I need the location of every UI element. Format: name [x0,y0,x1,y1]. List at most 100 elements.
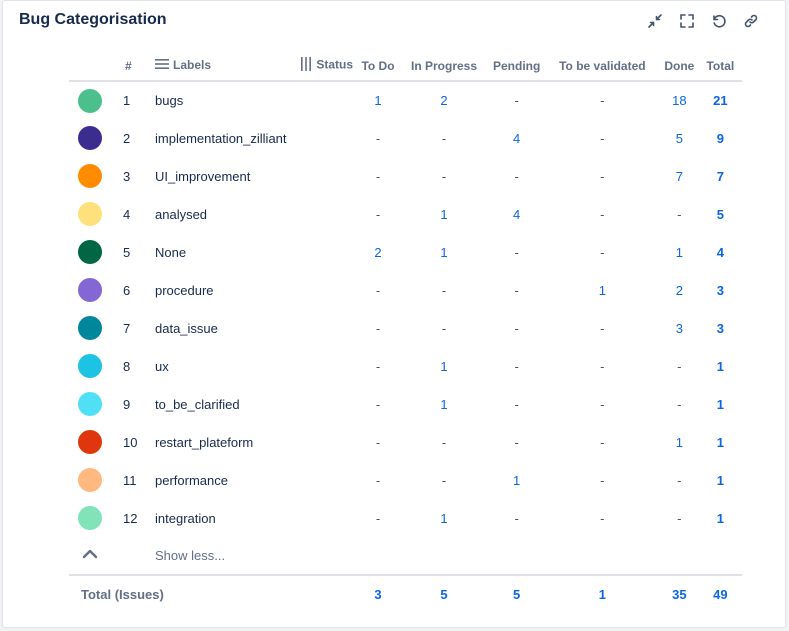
cell-done: - [677,206,682,222]
row-total[interactable]: 1 [716,472,724,488]
row-total[interactable]: 1 [716,434,724,450]
color-dot [78,316,102,340]
cell-todo: - [375,320,381,336]
cell-todo: - [375,206,381,222]
row-label: implementation_zilliant [155,130,287,146]
cell-done: - [677,510,682,526]
row-total[interactable]: 1 [716,396,724,412]
table-row: 8 ux - 1 - - - 1 [69,347,742,385]
cell-done[interactable]: 5 [675,130,683,146]
cell-done: - [677,396,682,412]
table-header-row: # Labels Status To Do In Progress Pendin… [69,51,743,82]
cell-in-progress: - [441,130,447,146]
cell-pending: - [514,282,519,298]
color-dot [78,354,102,378]
cell-to-be-validated: - [600,510,605,526]
row-total[interactable]: 21 [713,93,728,108]
cell-done[interactable]: 2 [675,282,683,298]
row-label: integration [155,510,216,526]
cell-in-progress: - [441,168,447,184]
row-total[interactable]: 3 [716,320,724,336]
color-dot [78,430,102,454]
cell-in-progress[interactable]: 1 [440,244,448,260]
row-label: to_be_clarified [155,396,240,412]
row-total[interactable]: 3 [716,282,724,298]
cell-to-be-validated: - [600,434,605,450]
row-label: None [155,244,187,260]
chevron-up-icon [82,548,98,563]
cell-pending[interactable]: 4 [513,206,521,222]
cell-todo[interactable]: 1 [374,93,382,108]
cell-done: - [677,358,682,374]
show-less-link[interactable]: Show less... [155,548,226,563]
cell-in-progress[interactable]: 1 [440,510,448,526]
cell-done[interactable]: 1 [675,244,683,260]
color-dot [78,240,102,264]
total-pending[interactable]: 5 [513,587,521,602]
cell-pending: - [514,320,519,336]
row-total[interactable]: 1 [716,510,724,526]
gadget-toolbar [641,9,765,33]
row-label: performance [155,472,228,488]
table-row: 9 to_be_clarified - 1 - - - 1 [69,385,742,423]
grand-total[interactable]: 49 [713,587,728,602]
row-total[interactable]: 1 [716,358,724,374]
cell-todo: - [375,130,381,146]
table-row: 5 None 2 1 - - 1 4 [69,233,742,271]
row-label: data_issue [155,320,218,336]
header-todo: To Do [357,51,399,82]
cell-to-be-validated[interactable]: 1 [598,282,606,298]
cell-in-progress: - [441,434,447,450]
cell-in-progress[interactable]: 1 [440,358,448,374]
header-status[interactable]: Status [259,51,357,82]
cell-done: - [677,472,682,488]
row-number: 4 [123,206,131,222]
cell-done[interactable]: 7 [675,168,683,184]
cell-to-be-validated: - [600,396,605,412]
link-button[interactable] [737,9,765,33]
cell-in-progress[interactable]: 1 [440,206,448,222]
total-done[interactable]: 35 [672,587,687,602]
minimize-button[interactable] [641,9,669,33]
cell-to-be-validated: - [600,358,605,374]
cell-to-be-validated: - [600,130,605,146]
cell-in-progress[interactable]: 2 [440,93,448,108]
cell-to-be-validated: - [600,93,605,108]
refresh-button[interactable] [705,9,733,33]
cell-pending: - [514,396,519,412]
row-total[interactable]: 4 [716,244,724,260]
header-in-progress: In Progress [399,51,489,82]
total-todo[interactable]: 3 [374,587,382,602]
cell-pending: - [514,244,519,260]
cell-done[interactable]: 3 [675,320,683,336]
cell-done[interactable]: 18 [672,93,687,108]
cell-pending: - [514,168,519,184]
header-labels[interactable]: Labels [151,51,259,82]
row-total[interactable]: 9 [716,130,724,146]
row-number: 12 [123,510,138,526]
gadget-title: Bug Categorisation [19,11,167,28]
header-total: Total [698,51,743,82]
row-number: 6 [123,282,131,298]
row-number: 3 [123,168,131,184]
total-to-be-validated[interactable]: 1 [598,587,606,602]
cell-pending[interactable]: 4 [513,130,521,146]
cell-todo[interactable]: 2 [374,244,382,260]
cell-done[interactable]: 1 [675,434,683,450]
total-in-progress[interactable]: 5 [440,587,448,602]
row-total[interactable]: 5 [716,206,724,222]
row-number: 9 [123,396,131,412]
table-row: 10 restart_plateform - - - - 1 1 [69,423,742,461]
collapse-toggle[interactable] [69,537,111,575]
cell-todo: - [375,472,381,488]
cell-todo: - [375,510,381,526]
cell-pending[interactable]: 1 [513,472,521,488]
cell-in-progress[interactable]: 1 [440,396,448,412]
cell-pending: - [514,93,519,108]
fullscreen-button[interactable] [673,9,701,33]
totals-row: Total (Issues) 3 5 5 1 35 49 [69,574,743,613]
header-status-text: Status [316,57,353,72]
row-number: 2 [123,130,131,146]
row-total[interactable]: 7 [716,168,724,184]
row-number: 11 [123,472,137,488]
